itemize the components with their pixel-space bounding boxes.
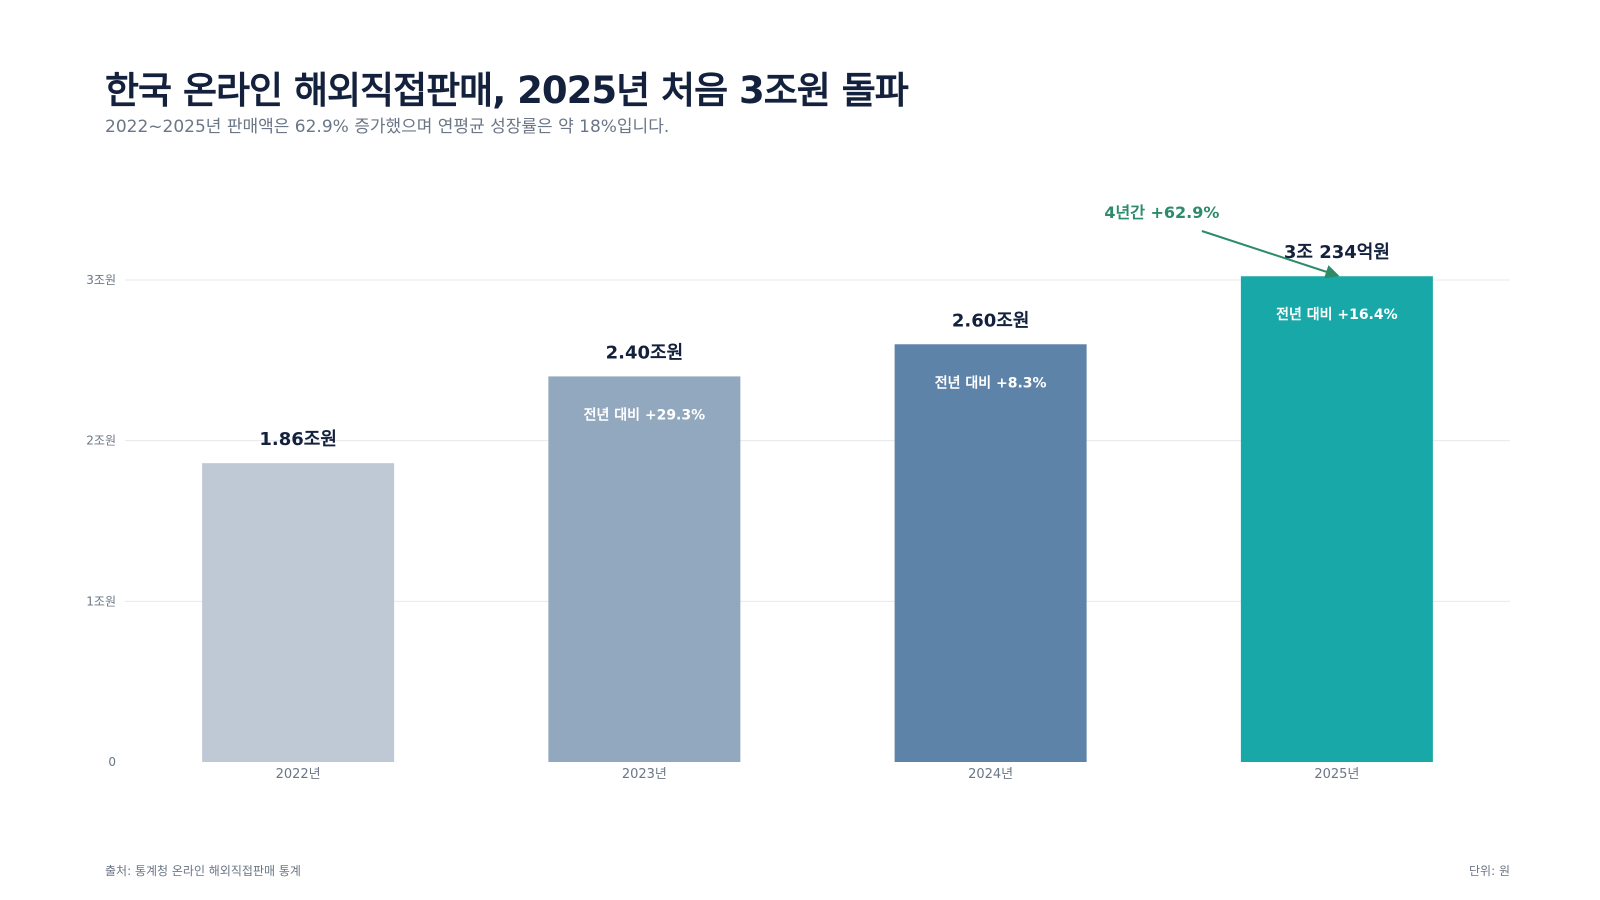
x-tick-label: 2024년 — [968, 767, 1013, 782]
y-tick-label: 3조원 — [86, 273, 116, 287]
bar — [548, 376, 741, 762]
x-tick-label: 2023년 — [622, 767, 667, 782]
value-label: 2.60조원 — [952, 310, 1030, 331]
value-label: 3조 234억원 — [1284, 242, 1390, 263]
x-tick-label: 2025년 — [1314, 767, 1359, 782]
annotation-text: 4년간 +62.9% — [1104, 203, 1219, 222]
unit-note: 단위: 원 — [1469, 864, 1510, 878]
chart-subtitle: 2022~2025년 판매액은 62.9% 증가했으며 연평균 성장률은 약 1… — [105, 117, 670, 137]
y-tick-label: 0 — [108, 755, 116, 769]
bar — [1240, 276, 1433, 762]
x-tick-label: 2022년 — [276, 767, 321, 782]
growth-label: 전년 대비 +8.3% — [935, 374, 1047, 391]
growth-label: 전년 대비 +16.4% — [1276, 306, 1398, 323]
growth-label: 전년 대비 +29.3% — [584, 406, 706, 423]
y-tick-label: 1조원 — [86, 594, 116, 608]
chart-title: 한국 온라인 해외직접판매, 2025년 처음 3조원 돌파 — [105, 69, 909, 112]
bar — [894, 344, 1087, 762]
annotation-arrow — [1201, 230, 1340, 279]
annotation-layer: 4년간 +62.9% — [1104, 203, 1340, 279]
bars-layer — [202, 276, 1433, 762]
bar — [202, 463, 395, 762]
y-tick-label: 2조원 — [86, 434, 116, 448]
source-note: 출처: 통계청 온라인 해외직접판매 통계 — [105, 864, 301, 878]
value-label: 1.86조원 — [259, 429, 337, 450]
value-label: 2.40조원 — [606, 342, 684, 363]
